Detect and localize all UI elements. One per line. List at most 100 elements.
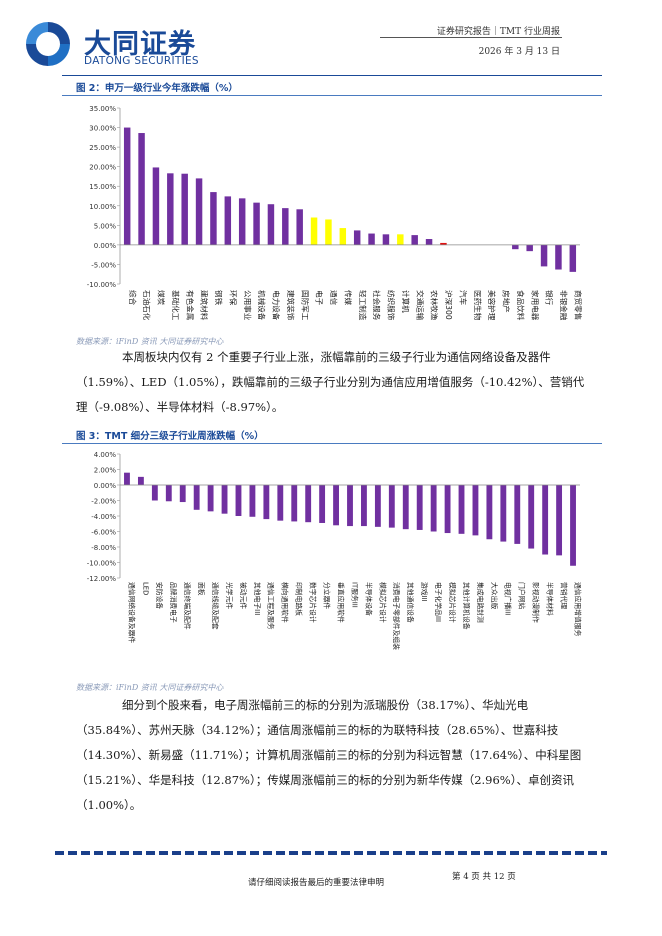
bar [411, 235, 418, 245]
bar [514, 485, 521, 544]
x-category-label: 影视动漫制作 [532, 582, 541, 623]
bar [353, 230, 361, 245]
x-category-label: 国防军工 [300, 290, 310, 321]
figure2-source: 数据来源：iFinD 资讯 大同证券研究中心 [76, 337, 224, 346]
bar [512, 244, 519, 250]
x-category-label: 食品饮料 [516, 290, 526, 321]
x-category-label: 营销代理 [559, 582, 568, 609]
bar [440, 242, 447, 245]
bar [179, 485, 186, 503]
paragraph-subindustry: 本周板块内仅有 2 个重要子行业上涨，涨幅靠前的三级子行业为通信网络设备及器件（… [76, 350, 585, 414]
bar [165, 485, 172, 502]
bar [296, 209, 303, 245]
x-category-label: 建筑材料 [200, 290, 210, 321]
figure3-source: 数据来源：iFinD 资讯 大同证券研究中心 [76, 683, 224, 692]
y-tick-label: 2.00% [94, 467, 117, 475]
page-number: 第 4 页 共 12 页 [452, 872, 516, 882]
bar [444, 485, 451, 534]
bar [249, 485, 256, 517]
y-tick-label: -4.00% [91, 513, 116, 521]
x-category-label: 通信应用增值服务 [573, 582, 582, 637]
bar [361, 485, 367, 527]
header-divider [380, 37, 562, 38]
bar [382, 234, 390, 245]
y-tick-label: -10.00% [87, 281, 117, 289]
x-category-label: 汽车 [458, 290, 468, 306]
x-category-label: LED [141, 582, 149, 595]
x-category-label: 游戏III [420, 582, 429, 602]
footer-disclaimer: 请仔细阅读报告最后的重要法律申明 [248, 878, 385, 888]
bar [402, 485, 409, 530]
x-category-label: 电子 [315, 290, 325, 306]
x-category-label: 社会服务 [372, 290, 382, 321]
bar [195, 178, 203, 245]
x-category-label: 机械设备 [257, 290, 267, 321]
x-category-label: 其他计算机设备 [462, 582, 471, 630]
x-category-label: 商贸零售 [573, 290, 583, 320]
bar [368, 233, 375, 245]
brand-name-cn: 大同证券 [84, 29, 196, 60]
x-category-label: 大众出版 [490, 582, 499, 609]
bar [333, 485, 339, 526]
x-category-label: 品牌消费电子 [169, 582, 178, 623]
x-category-label: 家用电器 [530, 290, 540, 321]
x-category-label: 被动元件 [239, 582, 248, 609]
x-category-label: 消费电子零部件及组装 [392, 582, 401, 650]
x-category-label: 半导体材料 [546, 582, 555, 616]
x-category-label: 美容护理 [487, 290, 497, 321]
x-category-label: 安防设备 [155, 582, 164, 609]
x-category-label: 煤炭 [157, 290, 167, 306]
brand-name-en: DATONG SECURITIES [84, 55, 199, 67]
x-category-label: 传媒 [343, 290, 353, 306]
x-category-label: 沪深300 [444, 290, 454, 320]
x-category-label: 非银金融 [559, 290, 569, 321]
bar [472, 485, 479, 536]
y-tick-label: 5.00% [94, 222, 117, 230]
bar [221, 485, 228, 514]
x-category-label: 通信网络设备及器件 [127, 582, 136, 643]
bar [397, 234, 404, 245]
industry-ytd-bar-chart: 35.00% 30.00% 25.00% 20.00% 15.00% 10.00% 5.00… [87, 105, 584, 321]
x-category-label: 通信线缆及配套 [211, 582, 220, 630]
bar [310, 217, 318, 245]
x-category-label: 环保 [228, 290, 237, 306]
y-tick-label: 15.00% [89, 183, 116, 191]
x-category-label: 印制电路板 [295, 582, 304, 616]
report-date: 2026 年 3 月 13 日 [478, 47, 560, 57]
bar [542, 485, 549, 555]
x-category-label: 其他电子III [253, 582, 262, 615]
bar [305, 485, 312, 523]
bar [193, 485, 200, 510]
bar [374, 485, 381, 527]
x-category-label: 其他通信设备 [406, 582, 415, 623]
x-category-label: 模拟芯片设计 [448, 582, 457, 623]
paragraph-stocks: 细分到个股来看，电子周涨幅前三的标的分别为派瑞股份（38.17%）、华灿光电（3… [76, 698, 582, 812]
figure2-rule [62, 95, 602, 96]
x-category-label: IT服务III [350, 582, 359, 608]
bar [253, 202, 260, 245]
x-category-label: 农林牧渔 [430, 290, 440, 321]
y-tick-label: 30.00% [89, 125, 116, 133]
x-category-label: 房地产 [502, 290, 512, 313]
x-category-label: 医药生物 [473, 290, 483, 321]
y-tick-label: -12.00% [87, 575, 117, 583]
x-category-label: 电视广播III [504, 582, 513, 615]
x-category-label: 通信终端及配件 [183, 582, 192, 630]
y-tick-label: -5.00% [91, 261, 116, 269]
figure2-caption: 图 2：申万一级行业今年涨跌幅（%） [76, 83, 238, 94]
x-category-label: 集成电路封测 [476, 582, 485, 623]
x-category-label: 面板 [197, 582, 206, 596]
bar [325, 219, 332, 245]
bar [526, 244, 533, 252]
y-tick-label: 10.00% [89, 203, 116, 211]
bar [555, 244, 562, 270]
x-category-label: 半导体设备 [364, 582, 373, 616]
figure3-caption: 图 3：TMT 细分三级子行业周涨跌幅（%） [76, 431, 264, 442]
bar [458, 485, 465, 534]
y-tick-label: 0.00% [94, 242, 117, 250]
x-category-label: 分立器件 [323, 582, 332, 609]
x-category-label: 石油石化 [142, 290, 152, 321]
bar [528, 485, 535, 549]
x-category-label: 银行 [545, 290, 555, 306]
y-tick-label: 20.00% [89, 164, 116, 172]
